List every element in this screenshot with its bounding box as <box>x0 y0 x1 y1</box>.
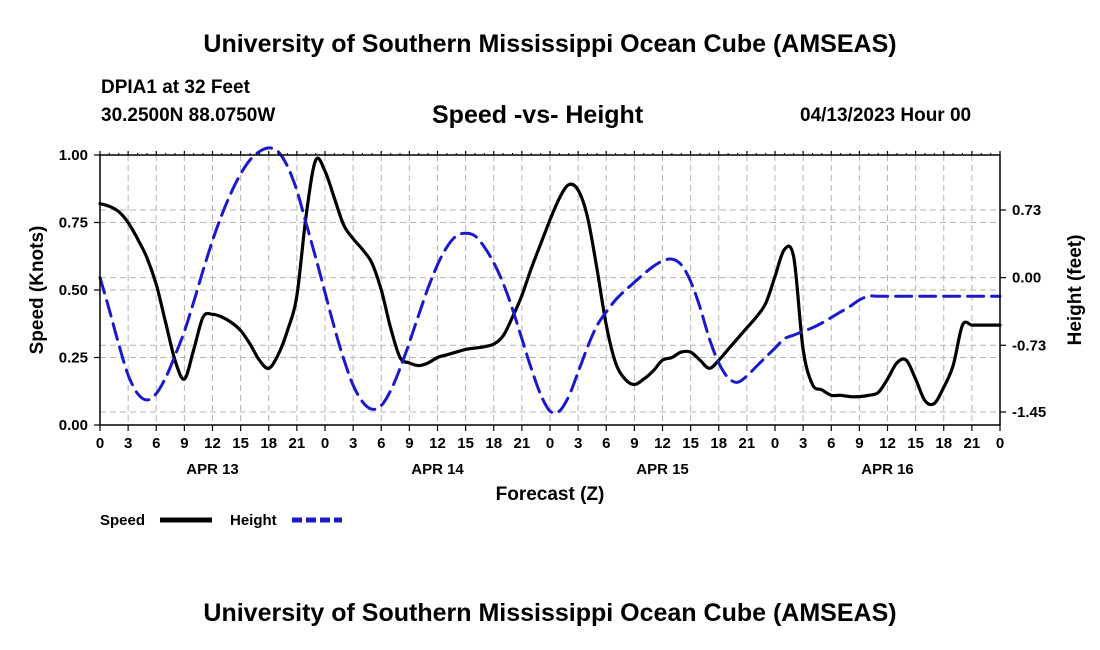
x-tick-label: 9 <box>630 435 638 452</box>
footer-title: University of Southern Mississippi Ocean… <box>203 599 897 627</box>
y2-tick-label: 0.73 <box>1012 202 1041 219</box>
y2-tick-label: 0.00 <box>1012 270 1041 287</box>
x-tick-label: 15 <box>232 435 249 452</box>
x-tick-label: 21 <box>739 435 756 452</box>
day-label: APR 15 <box>636 461 689 478</box>
x-tick-label: 3 <box>349 435 357 452</box>
x-tick-label: 18 <box>710 435 727 452</box>
x-tick-label: 9 <box>405 435 413 452</box>
x-tick-label: 15 <box>682 435 699 452</box>
series-layer <box>98 146 1002 415</box>
speed-series-line <box>98 156 1002 407</box>
x-tick-label: 12 <box>654 435 671 452</box>
x-tick-label: 6 <box>602 435 610 452</box>
y-tick-label: 0.00 <box>59 417 88 434</box>
x-tick-label: 21 <box>514 435 531 452</box>
x-tick-label: 12 <box>879 435 896 452</box>
day-label: APR 16 <box>861 461 914 478</box>
grid <box>100 155 1000 425</box>
x-tick-label: 18 <box>260 435 277 452</box>
x-tick-label: 15 <box>457 435 474 452</box>
x-tick-label: 9 <box>180 435 188 452</box>
x-tick-label: 6 <box>152 435 160 452</box>
x-tick-label: 3 <box>124 435 132 452</box>
x-tick-label: 3 <box>574 435 582 452</box>
x-tick-label: 21 <box>964 435 981 452</box>
y2-axis-title: Height (feet) <box>1065 235 1086 346</box>
x-tick-label: 18 <box>485 435 502 452</box>
y-tick-label: 0.50 <box>59 282 88 299</box>
y-tick-label: 1.00 <box>59 147 88 164</box>
x-tick-label: 12 <box>429 435 446 452</box>
x-tick-label: 0 <box>321 435 329 452</box>
legend-speed-label: Speed <box>100 512 145 529</box>
legend: Speed Height <box>100 512 342 529</box>
x-tick-label: 21 <box>289 435 306 452</box>
x-axis-title: Forecast (Z) <box>496 484 605 505</box>
x-tick-label: 0 <box>96 435 104 452</box>
x-tick-label: 6 <box>827 435 835 452</box>
station-label: DPIA1 at 32 Feet <box>101 77 250 98</box>
y-axis-title: Speed (Knots) <box>27 226 48 355</box>
day-label: APR 14 <box>411 461 464 478</box>
axis-ticks: 0 3 6 9 12 15 18 21 0 3 6 9 12 15 18 21 0 3 6 9 12 15 18 21 0 3 6 9… <box>59 147 1046 478</box>
coordinates-label: 30.2500N 88.0750W <box>101 105 276 126</box>
x-tick-label: 9 <box>855 435 863 452</box>
x-tick-label: 3 <box>799 435 807 452</box>
chart-title: Speed -vs- Height <box>432 101 644 129</box>
x-tick-label: 12 <box>204 435 221 452</box>
x-tick-label: 0 <box>546 435 554 452</box>
legend-height-label: Height <box>230 512 277 529</box>
day-label: APR 13 <box>186 461 239 478</box>
forecast-date: 04/13/2023 Hour 00 <box>800 105 972 126</box>
height-series-line <box>98 146 1002 415</box>
y2-tick-label: -0.73 <box>1012 337 1046 354</box>
y2-tick-label: -1.45 <box>1012 404 1046 421</box>
x-tick-label: 0 <box>996 435 1004 452</box>
y-tick-label: 0.75 <box>59 215 88 232</box>
y-tick-label: 0.25 <box>59 350 88 367</box>
x-tick-label: 15 <box>907 435 924 452</box>
x-tick-label: 0 <box>771 435 779 452</box>
x-tick-label: 6 <box>377 435 385 452</box>
page-title: University of Southern Mississippi Ocean… <box>203 30 897 58</box>
x-tick-label: 18 <box>935 435 952 452</box>
